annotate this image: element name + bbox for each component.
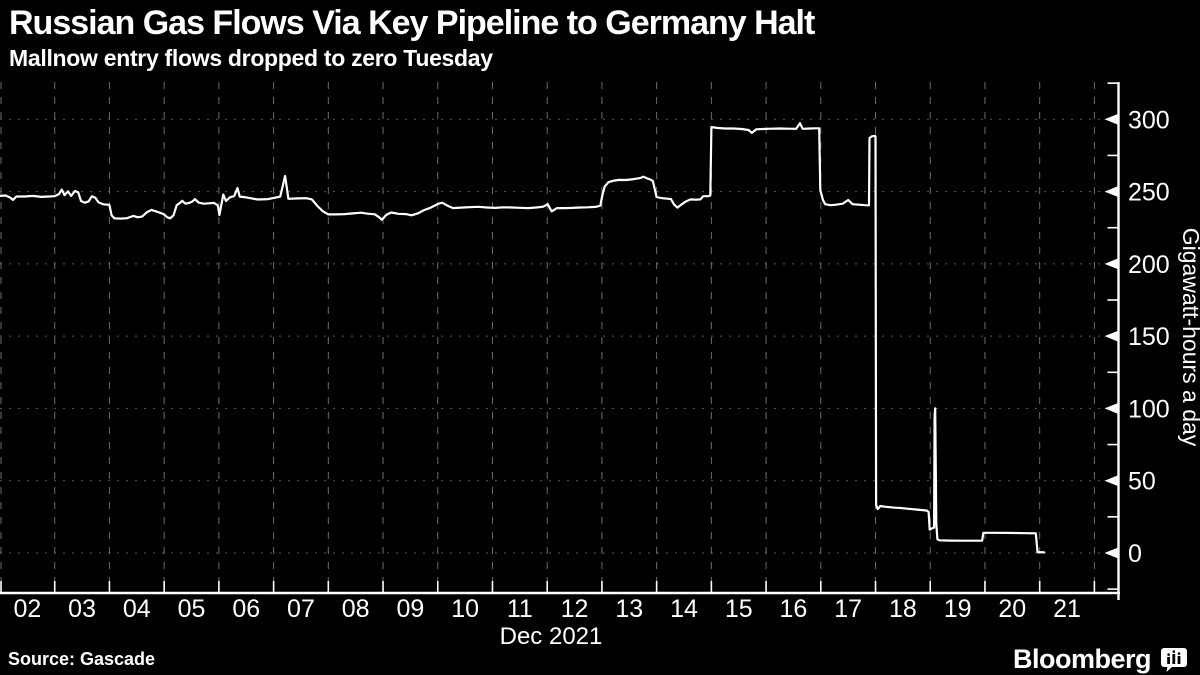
x-tick-label: 03 [68,595,96,623]
y-major-tick-arrow [1104,330,1118,342]
y-tick-label: 50 [1128,468,1156,496]
y-axis [1104,82,1120,600]
x-tick-label: 20 [998,595,1026,623]
x-tick-label: 02 [13,595,41,623]
y-tick-label: 100 [1128,395,1170,423]
bloomberg-logo: Bloomberg [1013,644,1188,675]
x-axis [0,581,1120,595]
chart-subtitle: Mallnow entry flows dropped to zero Tues… [9,45,493,71]
x-axis-month-label: Dec 2021 [500,623,603,650]
x-tick-label: 05 [178,595,206,623]
bloomberg-bars-icon [1161,647,1187,672]
x-tick-labels: 02 03 04 05 06 07 08 09 10 11 12 13 14 15 16 17 18 19 20 21 [13,595,1080,623]
chart-title: Russian Gas Flows Via Key Pipeline to Ge… [9,4,815,42]
y-major-tick-arrow [1104,258,1118,270]
x-tick-label: 12 [561,595,589,623]
x-tick-label: 11 [507,595,533,623]
y-major-tick-arrow [1104,475,1118,486]
y-tick-labels: 0 50 100 150 200 250 300 [1128,106,1170,568]
x-tick-label: 15 [725,595,753,623]
y-tick-label: 250 [1128,179,1170,207]
data-line-mallnow-flows [0,122,1046,554]
y-axis-title: Gigawatt-hours a day [1178,228,1200,447]
x-tick-label: 18 [889,595,917,623]
x-tick-label: 17 [834,595,862,623]
x-tick-label: 13 [615,595,643,623]
x-tick-label: 06 [232,595,260,623]
x-tick-label: 21 [1053,595,1081,623]
y-tick-label: 150 [1128,323,1170,351]
y-major-tick-arrow [1104,403,1118,414]
x-tick-label: 19 [944,595,972,623]
vertical-gridlines [0,82,1095,593]
bloomberg-wordmark: Bloomberg [1012,644,1152,674]
x-tick-label: 16 [780,595,808,623]
source-label: Source: Gascade [8,649,156,669]
y-major-tick-arrow [1104,547,1118,559]
line-chart: 02 03 04 05 06 07 08 09 10 11 12 13 14 15 16 17 18 19 20 21… [0,82,1200,650]
y-major-tick-arrow [1104,186,1118,197]
y-major-tick-arrow [1104,114,1118,125]
x-tick-label: 14 [670,595,698,623]
x-tick-label: 10 [451,595,479,623]
horizontal-gridlines [0,118,1105,554]
y-tick-label: 0 [1128,540,1142,568]
x-tick-label: 08 [342,595,370,623]
x-tick-label: 09 [396,595,424,623]
y-tick-label: 200 [1128,251,1170,279]
x-tick-label: 07 [287,595,315,623]
y-tick-label: 300 [1128,106,1170,134]
x-tick-label: 04 [123,595,151,623]
